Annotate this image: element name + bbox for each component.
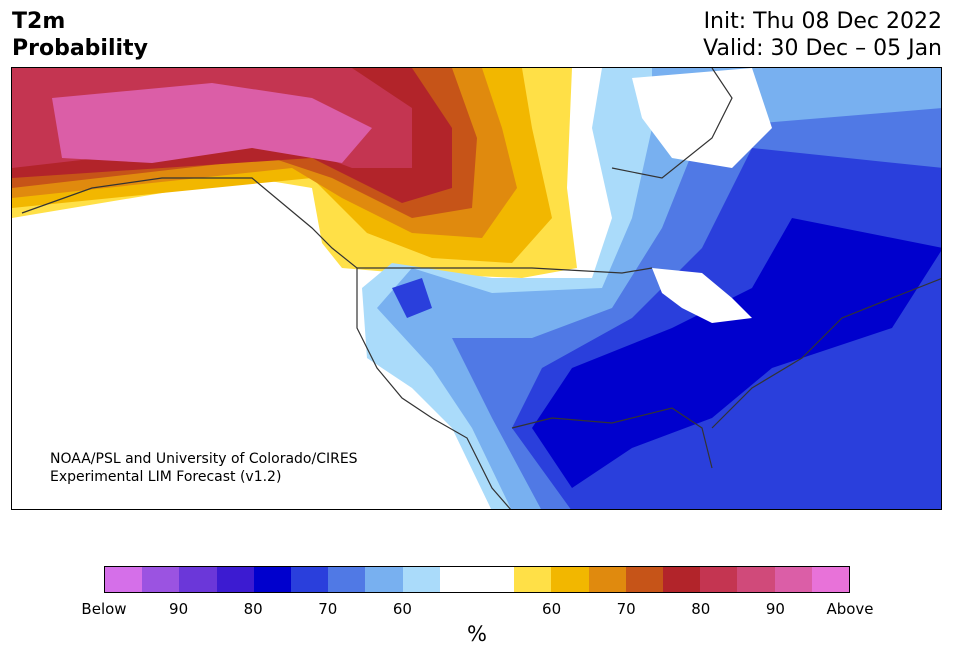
colorbar-tick-label: 60 bbox=[392, 600, 412, 618]
east-coast-line bbox=[711, 278, 941, 429]
cold-band-90 bbox=[532, 218, 941, 488]
forecast-map: NOAA/PSL and University of Colorado/CIRE… bbox=[11, 67, 942, 510]
valid-date: Valid: 30 Dec – 05 Jan bbox=[703, 36, 942, 61]
colorbar-tick-label: 80 bbox=[243, 600, 263, 618]
colorbar-tick-label: 90 bbox=[169, 600, 189, 618]
colorbar-cell bbox=[291, 567, 329, 592]
cold-core-mountain bbox=[392, 278, 432, 318]
colorbar-cell bbox=[625, 567, 664, 592]
us-canada-border bbox=[357, 267, 653, 274]
colorbar bbox=[104, 566, 850, 593]
colorbar-cell bbox=[811, 567, 850, 592]
colorbar-tick-label: 70 bbox=[616, 600, 636, 618]
west-coast-line bbox=[21, 177, 512, 509]
colorbar-tick-label: 90 bbox=[765, 600, 785, 618]
colorbar-cell bbox=[551, 567, 589, 592]
colorbar-cell bbox=[774, 567, 812, 592]
great-lakes bbox=[652, 268, 752, 323]
colorbar-cell bbox=[700, 567, 738, 592]
colorbar-tick-label: Below bbox=[81, 600, 127, 618]
map-title: T2m Probability bbox=[12, 8, 148, 62]
probability-map-graphic bbox=[12, 68, 941, 509]
colorbar-cell bbox=[402, 567, 440, 592]
credit-line2: Experimental LIM Forecast (v1.2) bbox=[50, 469, 282, 485]
forecast-dates: Init: Thu 08 Dec 2022 Valid: 30 Dec – 05… bbox=[703, 8, 942, 62]
map-credit: NOAA/PSL and University of Colorado/CIRE… bbox=[50, 450, 358, 486]
colorbar-cell bbox=[328, 567, 366, 592]
colorbar-cell bbox=[179, 567, 217, 592]
colorbar-tick-label: 60 bbox=[542, 600, 562, 618]
colorbar-cell bbox=[216, 567, 254, 592]
title-line1: T2m bbox=[12, 9, 66, 34]
title-line2: Probability bbox=[12, 36, 148, 61]
colorbar-cell bbox=[737, 567, 775, 592]
colorbar-cell bbox=[588, 567, 626, 592]
colorbar-tick-label: 80 bbox=[691, 600, 711, 618]
hudson-bay bbox=[632, 68, 772, 168]
colorbar-cell bbox=[439, 567, 478, 592]
warm-band-above bbox=[52, 83, 372, 163]
colorbar-cell bbox=[142, 567, 180, 592]
colorbar-unit: % bbox=[467, 622, 487, 646]
colorbar-cell bbox=[365, 567, 403, 592]
colorbar-tick-label: 70 bbox=[318, 600, 338, 618]
init-date: Init: Thu 08 Dec 2022 bbox=[703, 9, 942, 34]
colorbar-cell bbox=[477, 567, 515, 592]
colorbar-cell bbox=[663, 567, 701, 592]
colorbar-cell bbox=[253, 567, 292, 592]
colorbar-cell bbox=[105, 567, 143, 592]
hudson-coast-line bbox=[611, 68, 733, 179]
credit-line1: NOAA/PSL and University of Colorado/CIRE… bbox=[50, 451, 358, 467]
colorbar-cell bbox=[514, 567, 552, 592]
gulf-coast-line bbox=[511, 407, 713, 469]
colorbar-tick-label: Above bbox=[826, 600, 874, 618]
